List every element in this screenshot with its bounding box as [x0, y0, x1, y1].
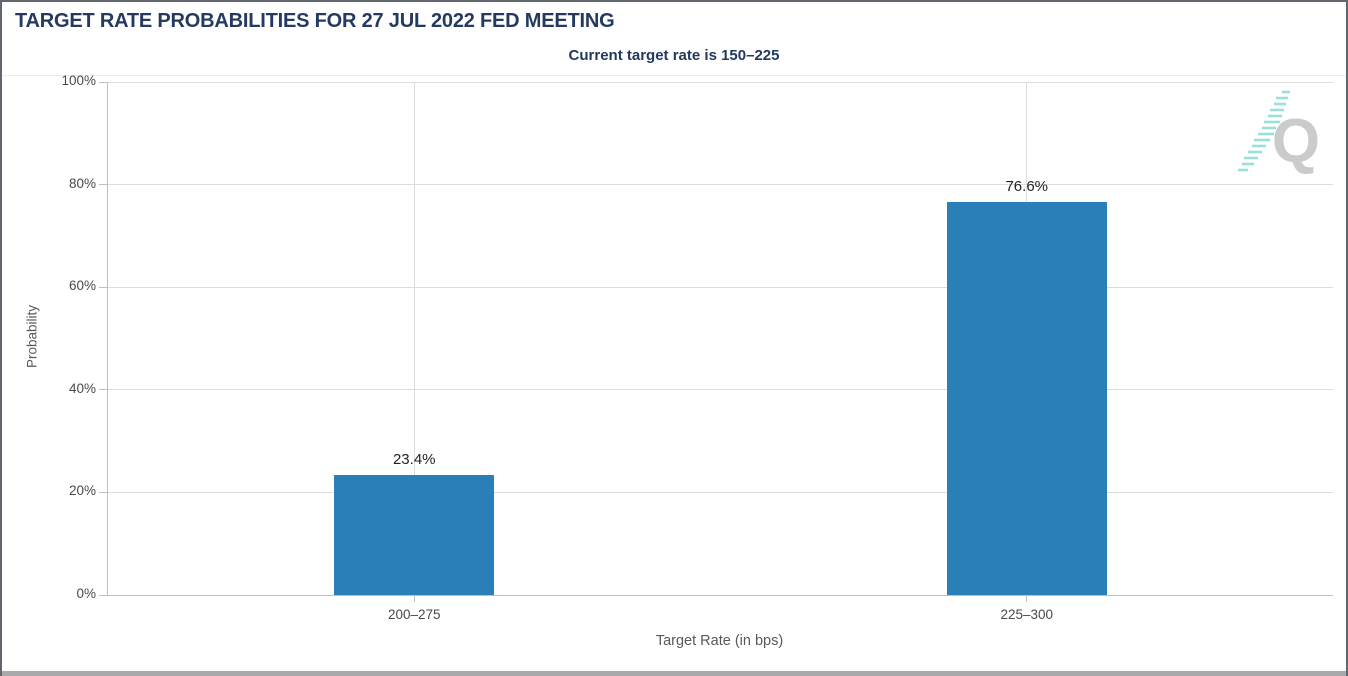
logo-teal-dashes — [1238, 90, 1290, 172]
y-axis-tick — [99, 286, 108, 288]
y-axis-title: Probability — [24, 304, 40, 369]
gridline-horizontal — [108, 81, 1333, 83]
y-axis-tick — [99, 491, 108, 493]
gridline-horizontal — [108, 491, 1333, 493]
gridline-horizontal — [108, 389, 1333, 391]
plot-area: 0% 20% 40% 60% 80% 100% 23.4% 200–275 76.6% 225–3… — [61, 73, 1333, 622]
header-divider — [2, 75, 1346, 76]
x-axis-category-label: 225–300 — [1000, 607, 1054, 622]
y-axis-tick-label: 40% — [68, 380, 96, 396]
y-axis-tick-label: 100% — [61, 73, 96, 88]
y-axis-tick-label: 60% — [68, 278, 96, 294]
bar-value-label: 76.6% — [1005, 178, 1049, 196]
bottom-strip — [2, 671, 1346, 676]
logo-q-letter: Q — [1272, 107, 1320, 176]
probability-bar — [334, 474, 495, 595]
x-axis-tick — [1026, 595, 1028, 602]
x-axis-tick — [413, 595, 415, 602]
x-axis-title: Target Rate (in bps) — [655, 633, 784, 649]
y-axis-tick-label: 20% — [68, 483, 96, 499]
probability-bar — [946, 202, 1107, 595]
y-axis-tick — [99, 594, 108, 596]
chart-subtitle: Current target rate is 150–225 — [568, 47, 780, 64]
chart-title: TARGET RATE PROBABILITIES FOR 27 JUL 202… — [15, 10, 615, 32]
y-axis-tick — [99, 184, 108, 186]
quikstrike-logo: Q — [1230, 86, 1330, 186]
y-axis-tick — [99, 389, 108, 391]
y-axis-tick-label: 80% — [68, 175, 96, 191]
x-axis-category-label: 200–275 — [387, 607, 441, 622]
quikstrike-logo-graphic: Q — [1238, 90, 1320, 176]
gridline-vertical — [413, 82, 415, 595]
y-axis-tick-label: 0% — [76, 586, 96, 601]
gridline-horizontal — [108, 286, 1333, 288]
bar-value-label: 23.4% — [392, 450, 436, 468]
y-axis-tick — [99, 81, 108, 83]
gridline-horizontal — [108, 184, 1333, 186]
